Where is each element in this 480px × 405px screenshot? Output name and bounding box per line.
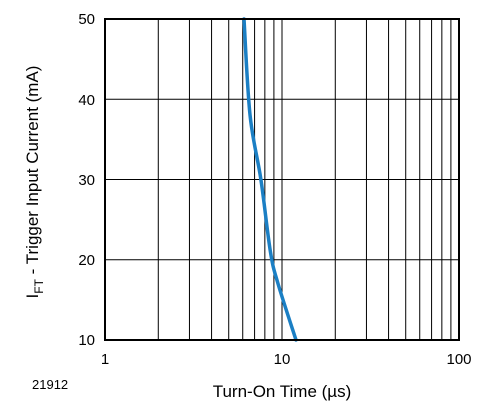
y-axis-title-rest: - Trigger Input Current (mA) bbox=[23, 66, 42, 280]
y-tick-label: 20 bbox=[78, 252, 95, 269]
y-axis-title-subscript: FT bbox=[32, 278, 46, 293]
series-layer bbox=[242, 17, 298, 342]
y-tick-labels: 50 40 30 20 10 bbox=[78, 11, 95, 349]
y-tick-label: 50 bbox=[78, 11, 95, 28]
plot-frame bbox=[104, 18, 460, 341]
series-line bbox=[242, 17, 298, 342]
x-tick-labels: 1 10 100 bbox=[101, 351, 472, 368]
y-axis-title-main: I bbox=[23, 294, 42, 299]
y-tick-label: 10 bbox=[78, 332, 95, 349]
x-tick-label: 10 bbox=[274, 351, 291, 368]
y-axis-title: IFT - Trigger Input Current (mA) bbox=[23, 66, 46, 299]
x-tick-label: 1 bbox=[101, 351, 109, 368]
x-axis-title: Turn-On Time (µs) bbox=[213, 382, 352, 401]
x-tick-label: 100 bbox=[446, 351, 471, 368]
y-tick-label: 40 bbox=[78, 92, 95, 109]
grid bbox=[105, 19, 459, 340]
figure-id: 21912 bbox=[32, 377, 68, 392]
y-tick-label: 30 bbox=[78, 172, 95, 189]
